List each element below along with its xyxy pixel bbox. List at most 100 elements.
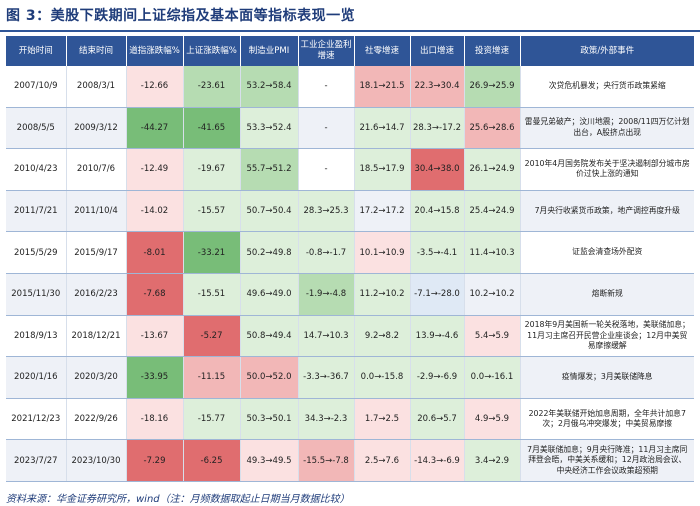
retail-growth-cell: 18.1→21.5: [354, 66, 411, 108]
profit-growth-cell: 14.7→10.3: [298, 315, 355, 358]
pmi-cell: 50.8→49.4: [240, 315, 299, 358]
dow-change-cell: -13.67: [126, 315, 184, 358]
invest-growth-cell: 3.4→2.9: [464, 439, 521, 482]
col-header-event: 政策/外部事件: [520, 36, 694, 66]
indicator-table: 开始时间 结束时间 道指涨跌幅% 上证涨跌幅% 制造业PMI 工业企业盈利增速 …: [6, 36, 694, 482]
invest-growth-cell: 26.1→24.9: [464, 148, 521, 191]
col-header-dow: 道指涨跌幅%: [126, 36, 184, 66]
event-cell: 疫情爆发；3月美联储降息: [520, 356, 694, 399]
end-date-cell: 2011/10/4: [66, 190, 127, 233]
dow-change-cell: -7.68: [126, 273, 184, 316]
start-date-cell: 2021/12/23: [6, 398, 67, 441]
table-row: 2008/5/5 2009/3/12 -44.27 -41.65 53.3→52.4-2…: [6, 107, 694, 150]
retail-growth-cell: 21.6→14.7: [354, 107, 411, 150]
profit-growth-cell: 28.3→25.3: [298, 190, 355, 233]
export-growth-cell: -7.1→-28.0: [410, 273, 465, 316]
retail-growth-cell: 17.2→17.2: [354, 190, 411, 233]
profit-growth-cell: -3.3→-36.7: [298, 356, 355, 399]
event-cell: 2018年9月美国新一轮关税落地，美联储加息；11月习主席召开民营企业座谈会；1…: [520, 315, 694, 358]
invest-growth-cell: 0.0→-16.1: [464, 356, 521, 399]
event-cell: 2010年4月国务院发布关于坚决遏制部分城市房价过快上涨的通知: [520, 148, 694, 191]
profit-growth-cell: -15.5→-7.8: [298, 439, 355, 482]
dow-change-cell: -18.16: [126, 398, 184, 441]
pmi-cell: 53.2→58.4: [240, 66, 299, 108]
event-cell: 2022年美联储开始加息周期，全年共计加息7次；2月俄乌冲突爆发；中美贸易摩擦: [520, 398, 694, 441]
end-date-cell: 2010/7/6: [66, 148, 127, 191]
pmi-cell: 50.3→50.1: [240, 398, 299, 441]
end-date-cell: 2022/9/26: [66, 398, 127, 441]
export-growth-cell: -3.5→-4.1: [410, 231, 465, 274]
col-header-invest: 投资增速: [464, 36, 521, 66]
start-date-cell: 2015/5/29: [6, 231, 67, 274]
sse-change-cell: -15.51: [183, 273, 241, 316]
dow-change-cell: -33.95: [126, 356, 184, 399]
end-date-cell: 2009/3/12: [66, 107, 127, 150]
table-row: 2020/1/16 2020/3/20 -33.95 -11.15 50.0→52.0-…: [6, 356, 694, 399]
export-growth-cell: 30.4→38.0: [410, 148, 465, 191]
source-note: 资料来源：华金证券研究所，wind（注：月频数据取起止日期当月数据比较）: [6, 494, 350, 505]
export-growth-cell: -2.9→-6.9: [410, 356, 465, 399]
invest-growth-cell: 25.6→28.6: [464, 107, 521, 150]
dow-change-cell: -14.02: [126, 190, 184, 233]
export-growth-cell: 22.3→30.4: [410, 66, 465, 108]
sse-change-cell: -33.21: [183, 231, 241, 274]
export-growth-cell: 13.9→-4.6: [410, 315, 465, 358]
pmi-cell: 50.0→52.0: [240, 356, 299, 399]
pmi-cell: 49.3→49.5: [240, 439, 299, 482]
end-date-cell: 2020/3/20: [66, 356, 127, 399]
sse-change-cell: -6.25: [183, 439, 241, 482]
col-header-profit: 工业企业盈利增速: [298, 36, 355, 66]
event-cell: 雷曼兄弟破产；汶川地震；2008/11四万亿计划出台，A股挤点出现: [520, 107, 694, 150]
pmi-cell: 50.7→50.4: [240, 190, 299, 233]
dow-change-cell: -44.27: [126, 107, 184, 150]
pmi-cell: 50.2→49.8: [240, 231, 299, 274]
col-header-export: 出口增速: [410, 36, 465, 66]
sse-change-cell: -11.15: [183, 356, 241, 399]
invest-growth-cell: 11.4→10.3: [464, 231, 521, 274]
invest-growth-cell: 4.9→5.9: [464, 398, 521, 441]
profit-growth-cell: -: [298, 148, 355, 191]
start-date-cell: 2007/10/9: [6, 66, 67, 108]
pmi-cell: 49.6→49.0: [240, 273, 299, 316]
event-cell: 次贷危机暴发；央行货币政策紧缩: [520, 66, 694, 108]
retail-growth-cell: 0.0→-15.8: [354, 356, 411, 399]
title-bar: 图 3：美股下跌期间上证综指及基本面等指标表现一览: [0, 0, 700, 32]
col-header-retail: 社零增速: [354, 36, 411, 66]
event-cell: 7月美联储加息；9月央行降准；11月习主席同拜登会晤，中美关系缓和；12月政治局…: [520, 439, 694, 482]
invest-growth-cell: 5.4→5.9: [464, 315, 521, 358]
table-row: 2023/7/27 2023/10/30 -7.29 -6.25 49.3→49.5 -1…: [6, 439, 694, 482]
sse-change-cell: -41.65: [183, 107, 241, 150]
table-body: 2007/10/9 2008/3/1 -12.66 -23.61 53.2→58.4-1…: [6, 66, 694, 482]
dow-change-cell: -12.49: [126, 148, 184, 191]
table-row: 2021/12/23 2022/9/26 -18.16 -15.77 50.3→50.1…: [6, 398, 694, 441]
dow-change-cell: -8.01: [126, 231, 184, 274]
sse-change-cell: -15.57: [183, 190, 241, 233]
sse-change-cell: -19.67: [183, 148, 241, 191]
event-cell: 证监会清查场外配资: [520, 231, 694, 274]
end-date-cell: 2015/9/17: [66, 231, 127, 274]
col-header-sse: 上证涨跌幅%: [183, 36, 241, 66]
table-row: 2007/10/9 2008/3/1 -12.66 -23.61 53.2→58.4-1…: [6, 66, 694, 108]
profit-growth-cell: -: [298, 66, 355, 108]
start-date-cell: 2020/1/16: [6, 356, 67, 399]
retail-growth-cell: 2.5→7.6: [354, 439, 411, 482]
event-cell: 7月央行收紧货币政策，地产调控再度升级: [520, 190, 694, 233]
retail-growth-cell: 1.7→2.5: [354, 398, 411, 441]
table-row: 2010/4/23 2010/7/6 -12.49 -19.67 55.7→51.2-1…: [6, 148, 694, 191]
retail-growth-cell: 11.2→10.2: [354, 273, 411, 316]
end-date-cell: 2023/10/30: [66, 439, 127, 482]
sse-change-cell: -5.27: [183, 315, 241, 358]
col-header-start: 开始时间: [6, 36, 67, 66]
profit-growth-cell: 34.3→-2.3: [298, 398, 355, 441]
sse-change-cell: -15.77: [183, 398, 241, 441]
invest-growth-cell: 26.9→25.9: [464, 66, 521, 108]
profit-growth-cell: -0.8→-1.7: [298, 231, 355, 274]
table-row: 2011/7/21 2011/10/4 -14.02 -15.57 50.7→50.4 2…: [6, 190, 694, 233]
col-header-end: 结束时间: [66, 36, 127, 66]
end-date-cell: 2008/3/1: [66, 66, 127, 108]
retail-growth-cell: 10.1→10.9: [354, 231, 411, 274]
dow-change-cell: -7.29: [126, 439, 184, 482]
profit-growth-cell: -: [298, 107, 355, 150]
export-growth-cell: 20.6→5.7: [410, 398, 465, 441]
start-date-cell: 2015/11/30: [6, 273, 67, 316]
